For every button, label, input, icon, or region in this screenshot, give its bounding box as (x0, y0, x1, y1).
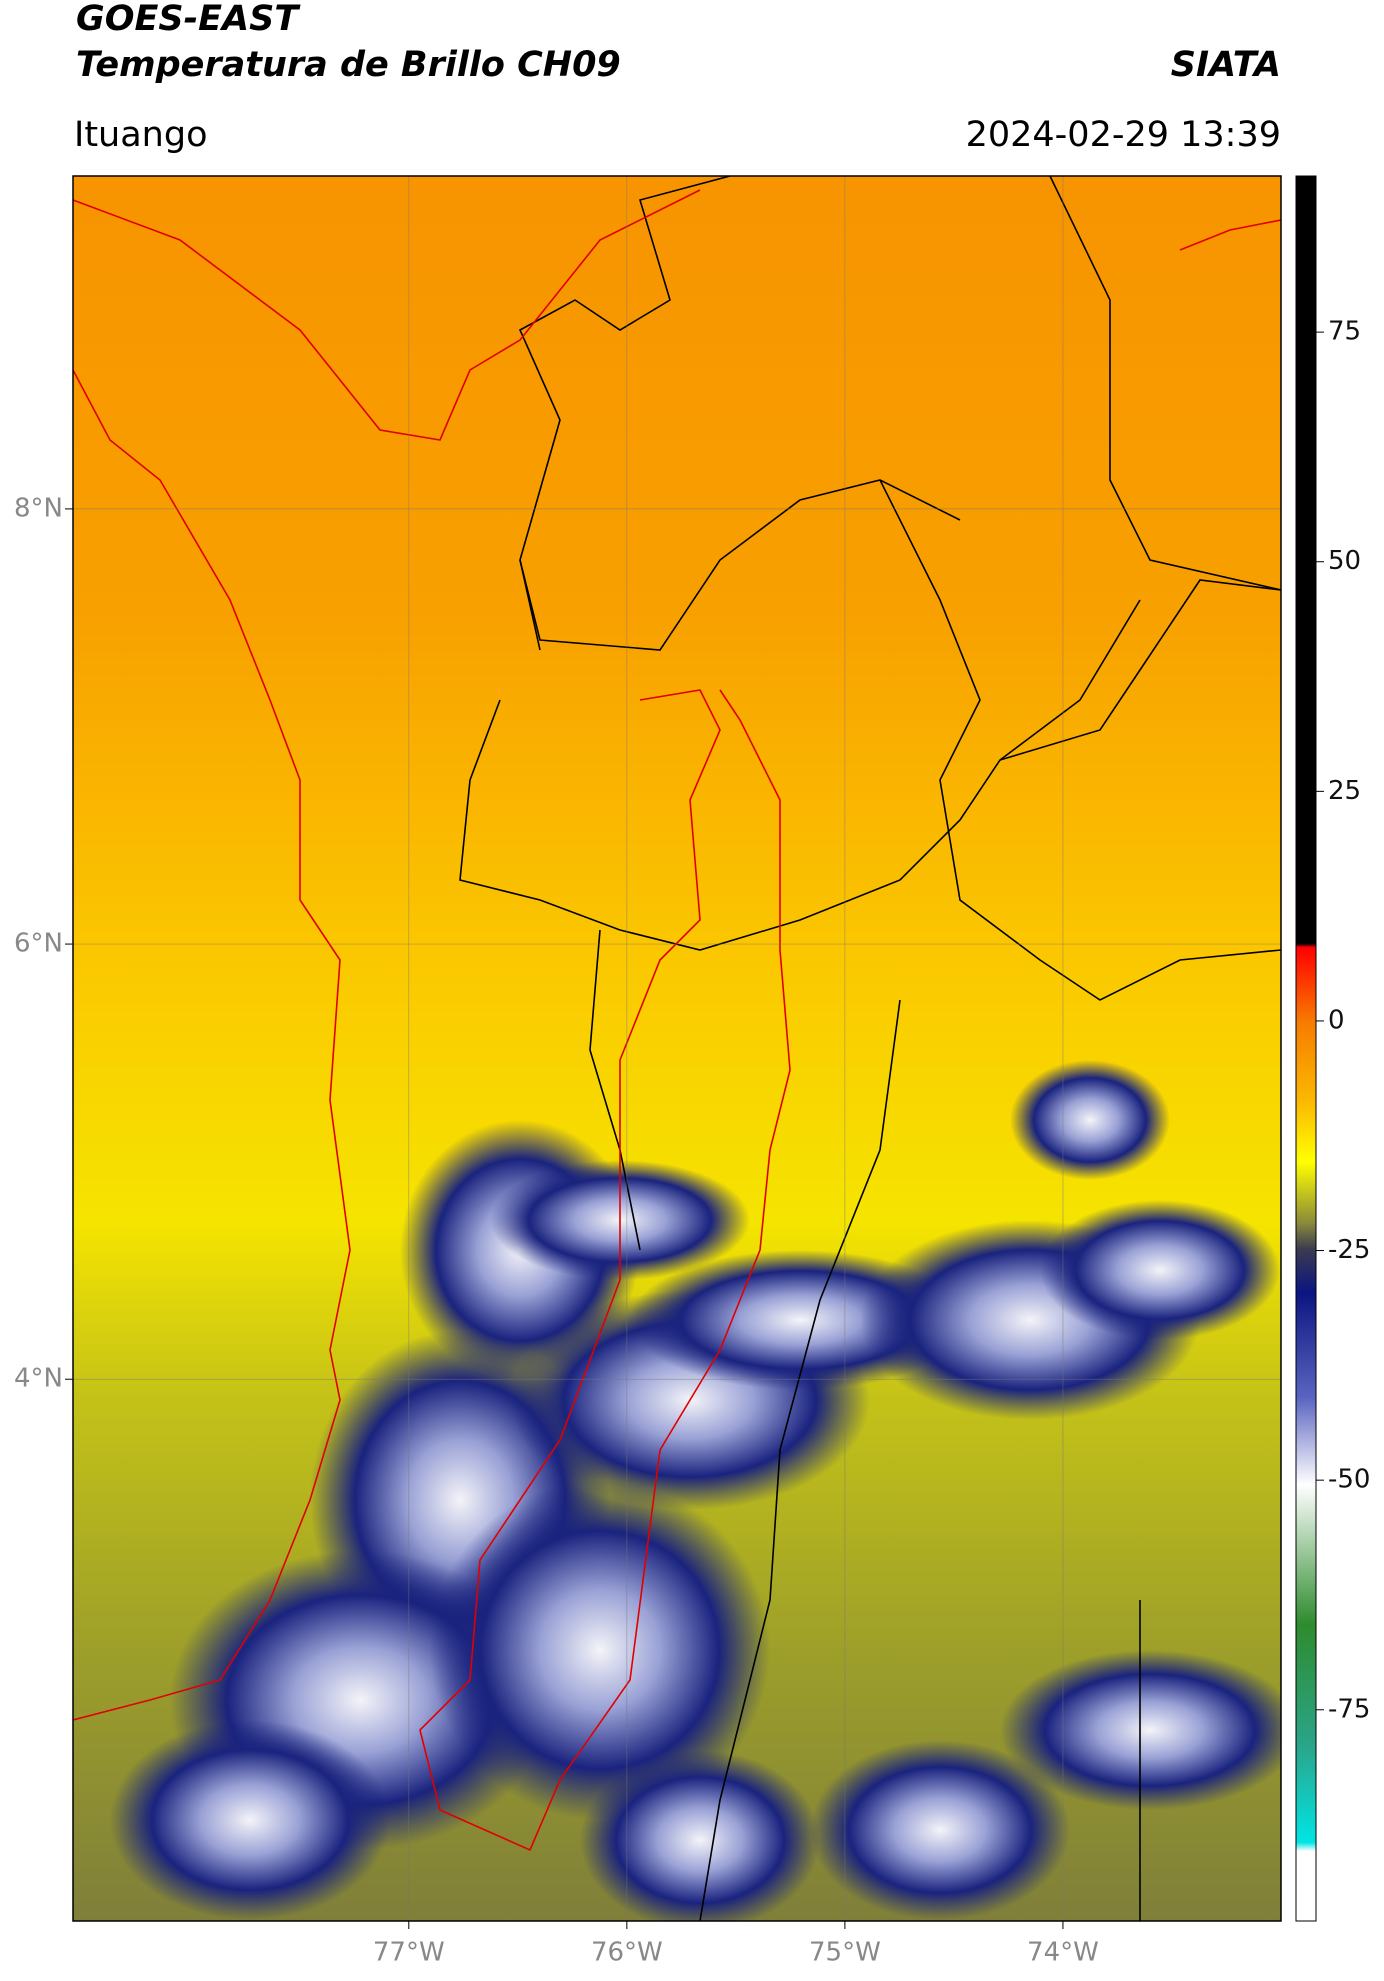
colorbar (1295, 175, 1317, 1922)
region: Ituango (74, 115, 208, 155)
map-frame (72, 175, 1282, 1922)
x-tick-label: 75°W (809, 1938, 881, 1968)
y-tick-label: 8°N (14, 493, 63, 523)
colorbar-tick-label: -25 (1328, 1235, 1370, 1265)
y-tick-label: 6°N (14, 929, 63, 959)
colorbar-tick-label: 25 (1328, 776, 1361, 806)
colorbar-tick-label: 50 (1328, 546, 1361, 576)
colorbar-tick-label: -75 (1328, 1694, 1370, 1724)
colorbar-tick-label: 0 (1328, 1005, 1345, 1035)
colorbar-tick-label: -50 (1328, 1465, 1370, 1495)
organization: SIATA (1171, 45, 1281, 85)
map-image (73, 176, 1281, 1921)
title: GOES-EAST (76, 0, 301, 39)
x-tick-label: 74°W (1027, 1938, 1099, 1968)
y-tick-label: 4°N (14, 1364, 63, 1394)
colorbar-tick-label: 75 (1328, 317, 1361, 347)
x-tick-label: 76°W (591, 1938, 663, 1968)
x-tick-label: 77°W (373, 1938, 445, 1968)
subtitle: Temperatura de Brillo CH09 (76, 45, 621, 85)
datetime: 2024-02-29 13:39 (966, 115, 1281, 155)
